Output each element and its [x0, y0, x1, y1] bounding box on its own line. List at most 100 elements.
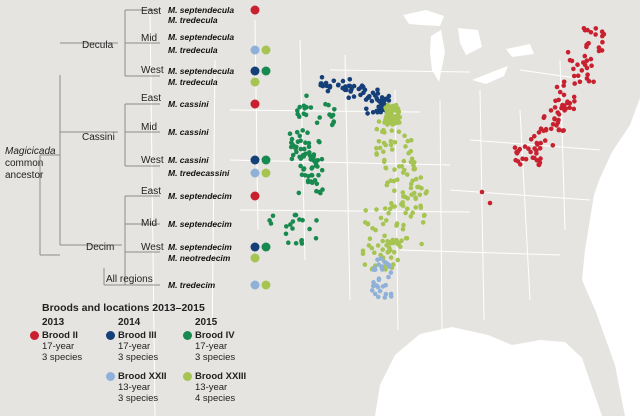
brood-dot-brood-iv — [298, 163, 303, 169]
brood-dot-brood-ii — [528, 149, 533, 155]
brood-dot-brood-ii — [572, 99, 577, 104]
brood-dot-brood-xxiii — [373, 227, 378, 233]
lake-ontario — [506, 44, 534, 57]
brood-dot-brood-iv — [319, 156, 325, 162]
brood-dot-brood-iv — [297, 154, 302, 160]
brood-dot-brood-iii — [351, 94, 357, 99]
brood-dot-brood-iii — [386, 93, 392, 99]
brood-dot-brood-xxiii — [374, 207, 379, 212]
legend-brood-species: 4 species — [195, 393, 236, 404]
legend-brood-cycle: 13-year — [195, 382, 228, 393]
brood-dot-brood-ii — [577, 79, 583, 85]
brood-dot-brood-xxiii — [400, 226, 406, 232]
brood-dot-brood-ii — [534, 140, 540, 146]
legend-year-2013: 2013 — [42, 317, 65, 328]
tree-brood-dot — [250, 66, 260, 76]
brood-dot-brood-ii — [561, 83, 566, 88]
brood-dot-brood-iv — [303, 140, 308, 145]
legend-brood-name: Brood XXII — [118, 371, 167, 382]
brood-dot-brood-xxiii — [395, 177, 400, 182]
brood-dot-brood-ii — [528, 137, 534, 142]
brood-dot-brood-ii — [518, 162, 523, 167]
tree-group-label: Decula — [82, 40, 114, 51]
legend-brood-species: 3 species — [118, 352, 159, 363]
tree-species-label: M. tredecim — [168, 280, 216, 290]
brood-dot-brood-xxiii — [418, 205, 424, 210]
brood-dot-brood-xxii — [386, 262, 392, 268]
brood-dot-brood-xxiii — [388, 255, 394, 260]
brood-dot-brood-iv — [317, 189, 322, 195]
brood-dot-brood-iv — [302, 146, 307, 152]
brood-dot-brood-xxiii — [395, 257, 401, 263]
legend-brood-iii: Brood III 17-year 3 species — [118, 330, 158, 363]
brood-dot-brood-ii — [556, 127, 562, 133]
brood-dot-brood-xxii — [372, 265, 378, 271]
lake-huron — [458, 28, 482, 55]
brood-dot-brood-xxii — [376, 294, 381, 300]
brood-dot-brood-iv — [270, 213, 276, 219]
brood-dot-brood-iv — [311, 157, 316, 163]
legend-brood-name: Brood IV — [195, 330, 235, 341]
legend-brood-ii: Brood II 17-year 3 species — [42, 330, 82, 363]
legend-brood-cycle: 17-year — [118, 341, 151, 352]
brood-dot-brood-xxiii — [403, 210, 408, 216]
brood-dot-brood-iv — [332, 107, 337, 112]
brood-dot-brood-iv — [294, 129, 300, 135]
tree-region-label: West — [141, 242, 164, 253]
brood-dot-brood-iv — [299, 238, 304, 244]
brood-dot-brood-iv — [301, 111, 307, 116]
brood-dot-brood-iii — [340, 78, 346, 84]
legend-brood-cycle: 17-year — [195, 341, 228, 352]
brood-dot-brood-xxii — [372, 291, 378, 297]
atlantic-ocean — [582, 98, 640, 416]
brood-dot-brood-ii — [543, 127, 549, 133]
brood-dot-brood-iv — [297, 104, 303, 110]
legend-brood-cycle: 17-year — [42, 341, 75, 352]
brood-dot-brood-xxiii — [424, 189, 430, 194]
legend-brood-xxii: Brood XXII 13-year 3 species — [118, 371, 167, 404]
brood-dot-brood-ii — [556, 117, 561, 123]
brood-dot-brood-iii — [346, 95, 352, 100]
brood-dot-brood-xxiii — [394, 221, 400, 226]
legend-brood-name: Brood III — [118, 330, 157, 341]
brood-dot-brood-iv — [316, 139, 322, 144]
brood-dot-brood-iv — [287, 131, 293, 136]
brood-dot-brood-xxiii — [384, 115, 390, 120]
brood-dot-brood-xxiii — [400, 170, 406, 175]
brood-dot-brood-ii — [550, 143, 556, 148]
brood-dot-brood-xxiii — [392, 188, 397, 193]
brood-dot-brood-xxiii — [386, 210, 391, 216]
brood-dot-brood-xxiii — [376, 119, 382, 124]
brood-dot-brood-ii — [556, 112, 562, 117]
brood-dot-brood-iv — [313, 161, 319, 166]
brood-dot-brood-iv — [308, 105, 314, 110]
brood-dot-brood-ii — [520, 156, 525, 161]
brood-dot-brood-iii — [365, 95, 371, 100]
brood-dot-brood-iv — [293, 241, 299, 246]
tree-region-label: Mid — [141, 218, 157, 229]
brood-dot-brood-xxiii — [399, 238, 404, 243]
tree-brood-dot — [250, 280, 260, 290]
brood-dot-brood-iv — [295, 108, 300, 113]
brood-dot-brood-ii — [575, 73, 581, 79]
brood-dot-brood-iv — [290, 152, 296, 158]
brood-dot-brood-ii — [487, 200, 493, 206]
brood-dot-brood-ii — [588, 30, 594, 35]
tree-region-label: East — [141, 6, 161, 17]
lake-erie — [472, 66, 508, 84]
brood-dot-brood-ii — [534, 158, 540, 163]
brood-dot-brood-iii — [369, 98, 375, 104]
brood-dot-brood-iv — [316, 172, 321, 178]
legend-brood-species: 3 species — [42, 352, 83, 363]
brood-dot-brood-iv — [301, 154, 307, 159]
brood-dot-brood-ii — [536, 130, 542, 135]
brood-dot-brood-ii — [541, 115, 547, 121]
brood-dot-brood-xxiii — [382, 206, 388, 211]
brood-dot-brood-xxiii — [394, 106, 400, 111]
brood-dot-brood-xxiii — [388, 139, 394, 144]
brood-dot-brood-xxiii — [395, 242, 401, 247]
tree-species-label: M. septendecula — [168, 32, 234, 42]
brood-dot-brood-xxiii — [392, 140, 398, 145]
tree-species-label: M. tredecula — [168, 45, 218, 55]
brood-dot-brood-xxiii — [382, 157, 387, 163]
